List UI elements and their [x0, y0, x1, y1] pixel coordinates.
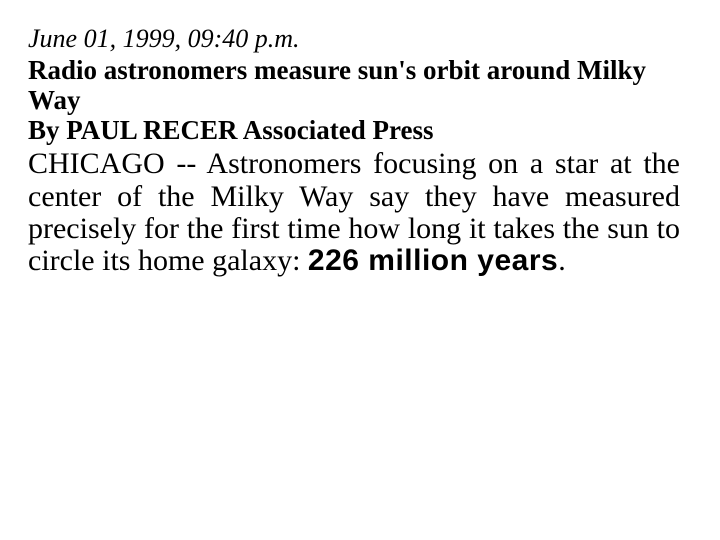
article-dateline: June 01, 1999, 09:40 p.m. [28, 24, 680, 54]
article-headline: Radio astronomers measure sun's orbit ar… [28, 56, 680, 115]
article-byline: By PAUL RECER Associated Press [28, 115, 680, 146]
article-lede: CHICAGO -- Astronomers focusing on a sta… [28, 148, 680, 278]
lede-suffix: . [558, 244, 566, 277]
lede-emphasis: 226 million years [308, 244, 558, 277]
article-page: June 01, 1999, 09:40 p.m. Radio astronom… [0, 0, 720, 278]
